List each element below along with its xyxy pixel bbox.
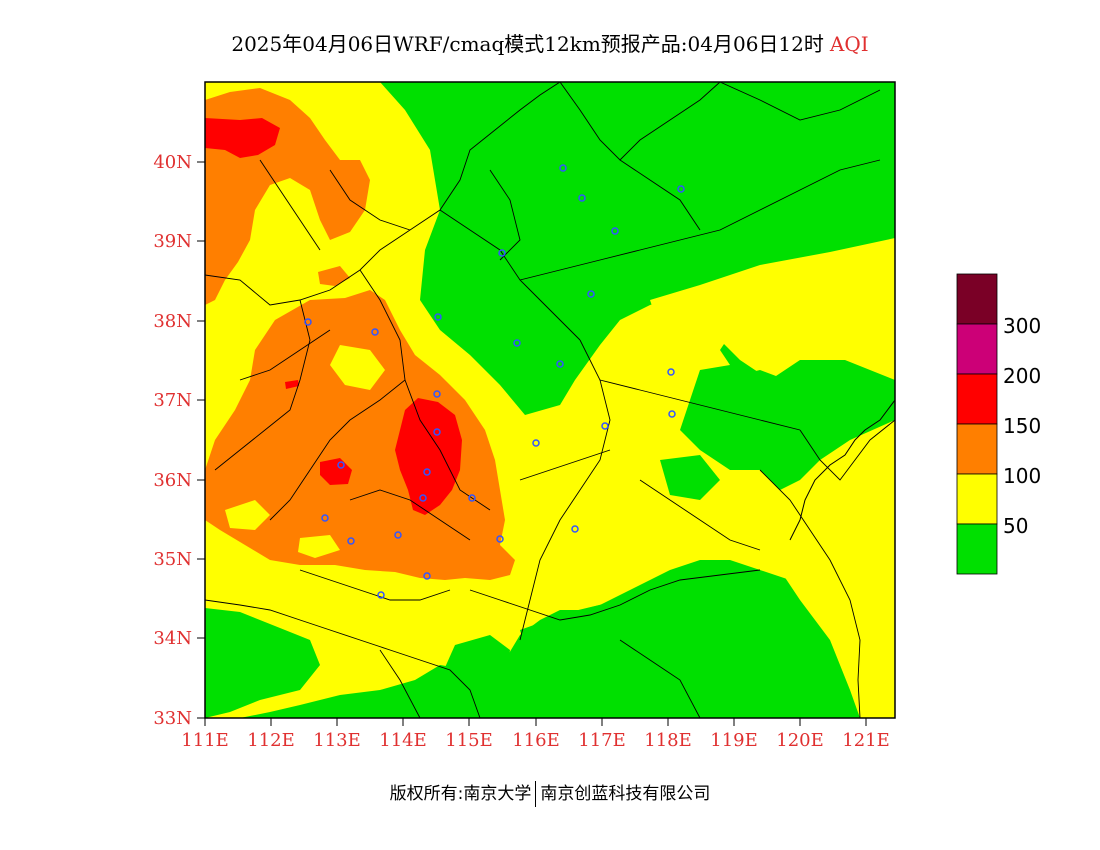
copyright-footer: 版权所有:南京大学 南京创蓝科技有限公司 xyxy=(0,779,1100,807)
aqi-zone-good-south xyxy=(435,635,510,718)
lat-label: 40N xyxy=(153,152,192,173)
lon-label: 111E xyxy=(181,730,229,751)
lon-label: 113E xyxy=(313,730,361,751)
aqi-zone-unhealthy-north xyxy=(205,118,280,158)
copyright-left: 版权所有:南京大学 xyxy=(389,784,532,804)
city-marker xyxy=(377,591,385,599)
aqi-zone-usg-northwest-patch xyxy=(318,266,350,286)
city-marker xyxy=(419,494,427,502)
lat-label: 39N xyxy=(153,231,192,252)
city-marker xyxy=(347,537,355,545)
city-marker xyxy=(498,249,506,257)
city-marker xyxy=(433,390,441,398)
city-marker xyxy=(668,410,676,418)
lon-label: 115E xyxy=(445,730,493,751)
legend-label: 100 xyxy=(1003,464,1041,488)
legend-swatch-hazardous xyxy=(956,273,998,325)
city-marker xyxy=(578,194,586,202)
city-marker xyxy=(571,525,579,533)
aqi-zone-good-southeast xyxy=(520,580,850,718)
city-marker xyxy=(556,360,564,368)
lon-label: 120E xyxy=(776,730,824,751)
city-marker xyxy=(337,461,345,469)
lat-label: 36N xyxy=(153,470,192,491)
aqi-zone-moderate-hole-1 xyxy=(330,345,385,390)
lat-label: 37N xyxy=(153,390,192,411)
chart-title: 2025年04月06日WRF/cmaq模式12km预报产品:04月06日12时 A… xyxy=(0,28,1100,57)
legend-swatch-very-unhealthy xyxy=(956,323,998,375)
boundary-lines xyxy=(205,82,895,718)
city-markers xyxy=(304,164,685,599)
city-marker xyxy=(677,185,685,193)
lon-label: 118E xyxy=(644,730,692,751)
lon-label: 117E xyxy=(578,730,626,751)
city-marker xyxy=(434,313,442,321)
aqi-zone-good-southwest xyxy=(205,608,320,718)
legend-swatch-moderate xyxy=(956,473,998,525)
aqi-zone-good-central xyxy=(660,455,720,500)
city-marker xyxy=(601,422,609,430)
city-marker xyxy=(532,439,540,447)
map-plot-area xyxy=(205,82,895,718)
aqi-legend: 300 200 150 100 50 xyxy=(956,273,1041,575)
aqi-zone-moderate-hole-2 xyxy=(225,500,270,530)
title-aqi: AQI xyxy=(829,32,869,56)
lon-axis: 111E 112E 113E 114E 115E 116E 117E 118E … xyxy=(181,718,890,751)
city-marker xyxy=(371,328,379,336)
aqi-zone-unhealthy-central xyxy=(395,398,462,515)
aqi-zone-moderate-hole-3 xyxy=(298,535,340,558)
lat-label: 38N xyxy=(153,311,192,332)
legend-label: 150 xyxy=(1003,414,1041,438)
city-marker xyxy=(423,572,431,580)
lat-label: 33N xyxy=(153,708,192,729)
legend-label: 300 xyxy=(1003,314,1041,338)
city-marker xyxy=(513,339,521,347)
footer-divider xyxy=(535,781,537,807)
coastline xyxy=(789,399,895,541)
copyright-right: 南京创蓝科技有限公司 xyxy=(540,784,711,804)
legend-swatch-good xyxy=(956,523,998,575)
aqi-zone-good-east-patch xyxy=(720,370,830,445)
legend-swatch-usg xyxy=(956,423,998,475)
lon-label: 121E xyxy=(842,730,890,751)
city-marker xyxy=(559,164,567,172)
legend-label: 50 xyxy=(1003,514,1028,538)
lat-axis: 40N 39N 38N 37N 36N 35N 34N 33N xyxy=(153,152,205,729)
lat-label: 34N xyxy=(153,628,192,649)
lon-label: 112E xyxy=(247,730,295,751)
aqi-zone-moderate-northeast xyxy=(650,238,895,370)
legend-swatch-unhealthy xyxy=(956,373,998,425)
city-marker xyxy=(423,468,431,476)
aqi-zone-unhealthy-small xyxy=(285,380,299,389)
city-marker xyxy=(304,318,312,326)
lat-label: 35N xyxy=(153,549,192,570)
title-main: 2025年04月06日WRF/cmaq模式12km预报产品:04月06日12时 xyxy=(231,32,824,56)
city-marker xyxy=(587,290,595,298)
city-marker xyxy=(394,531,402,539)
city-marker xyxy=(611,227,619,235)
city-marker xyxy=(667,368,675,376)
city-marker xyxy=(321,514,329,522)
city-marker xyxy=(496,535,504,543)
city-marker xyxy=(433,428,441,436)
legend-label: 200 xyxy=(1003,364,1041,388)
lon-label: 114E xyxy=(379,730,427,751)
lon-label: 116E xyxy=(512,730,560,751)
lon-label: 119E xyxy=(710,730,758,751)
aqi-zone-moderate-east-coast xyxy=(780,420,895,718)
city-marker xyxy=(468,494,476,502)
